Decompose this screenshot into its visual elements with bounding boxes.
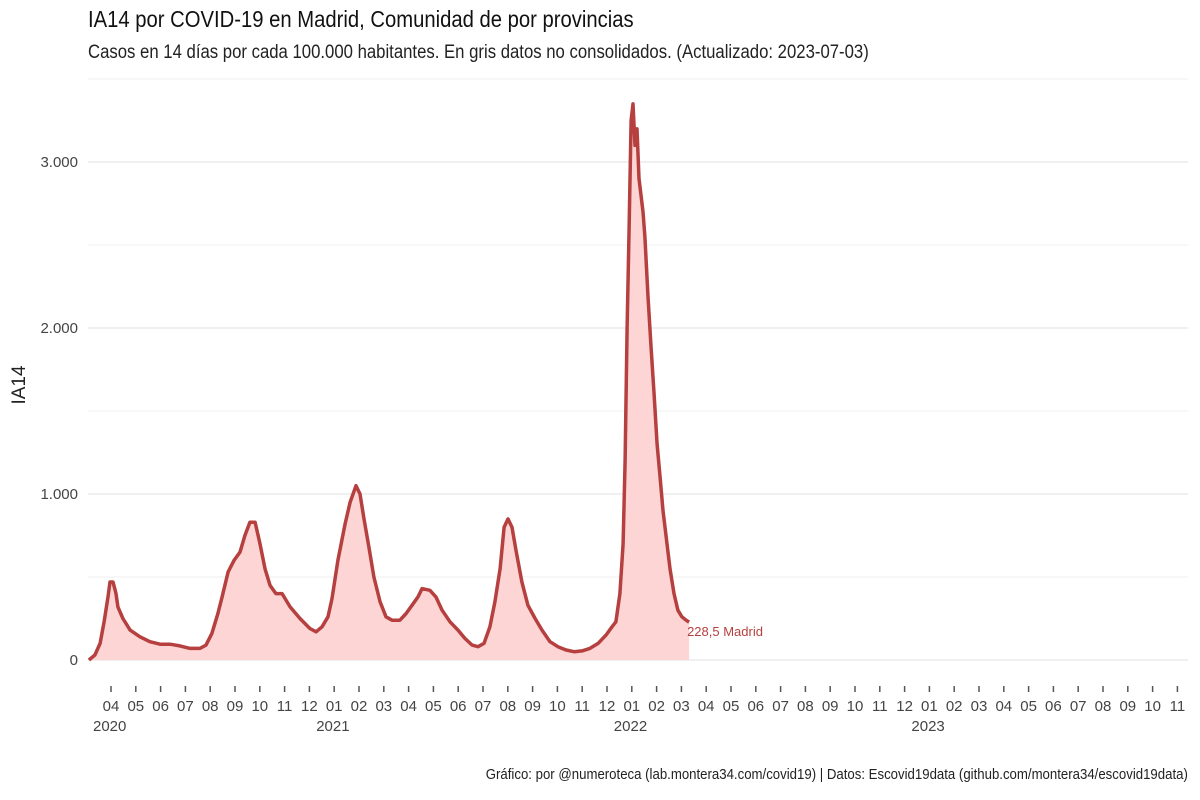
x-year-label: 2020 (93, 718, 126, 735)
x-tick-label: 05 (425, 698, 442, 715)
x-tick-label: 08 (202, 698, 219, 715)
x-tick-label: 09 (1119, 698, 1136, 715)
x-tick-label: 05 (723, 698, 740, 715)
x-tick-label: 06 (1045, 698, 1062, 715)
x-tick-label: 06 (450, 698, 467, 715)
series-line-madrid (87, 102, 691, 662)
x-tick-label: 03 (971, 698, 988, 715)
x-year-label: 2023 (911, 718, 944, 735)
x-tick-label: 08 (797, 698, 814, 715)
y-tick-label: 2.000 (40, 320, 78, 337)
x-tick-label: 02 (351, 698, 368, 715)
x-tick-label: 05 (127, 698, 144, 715)
x-year-label: 2022 (614, 718, 647, 735)
x-tick-label: 01 (623, 698, 640, 715)
x-tick-label: 05 (1020, 698, 1037, 715)
chart-caption: Gráfico: por @numeroteca (lab.montera34.… (485, 766, 1188, 783)
chart-subtitle: Casos en 14 días por cada 100.000 habita… (88, 42, 869, 63)
x-tick-label: 01 (921, 698, 938, 715)
x-tick-label: 08 (1095, 698, 1112, 715)
x-tick-label: 02 (648, 698, 665, 715)
x-tick-label: 03 (673, 698, 690, 715)
x-tick-label: 10 (1144, 698, 1161, 715)
x-tick-label: 09 (822, 698, 839, 715)
x-tick-label: 10 (549, 698, 566, 715)
x-tick-label: 09 (227, 698, 244, 715)
x-tick-label: 11 (277, 698, 293, 715)
x-tick-label: 09 (524, 698, 541, 715)
x-tick-label: 07 (1070, 698, 1087, 715)
x-tick-label: 02 (946, 698, 963, 715)
x-tick-label: 11 (574, 698, 590, 715)
x-tick-label: 12 (896, 698, 913, 715)
chart-title: IA14 por COVID-19 en Madrid, Comunidad d… (88, 6, 634, 32)
x-tick-label: 04 (103, 698, 120, 715)
x-tick-label: 06 (747, 698, 764, 715)
x-tick-label: 07 (177, 698, 194, 715)
x-tick-label: 10 (847, 698, 864, 715)
y-axis-label: IA14 (9, 365, 30, 405)
y-tick-label: 0 (70, 652, 78, 669)
x-tick-label: 04 (400, 698, 417, 715)
x-tick-label: 08 (499, 698, 516, 715)
series-area-madrid (88, 103, 690, 660)
x-year-label: 2021 (316, 718, 349, 735)
x-tick-label: 01 (326, 698, 343, 715)
x-tick-label: 04 (995, 698, 1012, 715)
x-tick-label: 06 (152, 698, 169, 715)
y-tick-label: 3.000 (40, 154, 78, 171)
x-tick-label: 11 (872, 698, 888, 715)
end-label-madrid: 228,5 Madrid (687, 624, 763, 639)
x-tick-label: 11 (1170, 698, 1186, 715)
x-tick-label: 12 (599, 698, 616, 715)
x-tick-label: 03 (375, 698, 392, 715)
x-tick-label: 04 (698, 698, 715, 715)
x-tick-label: 12 (301, 698, 318, 715)
x-tick-label: 10 (251, 698, 268, 715)
x-tick-label: 07 (475, 698, 492, 715)
y-tick-label: 1.000 (40, 486, 78, 503)
x-tick-label: 07 (772, 698, 789, 715)
